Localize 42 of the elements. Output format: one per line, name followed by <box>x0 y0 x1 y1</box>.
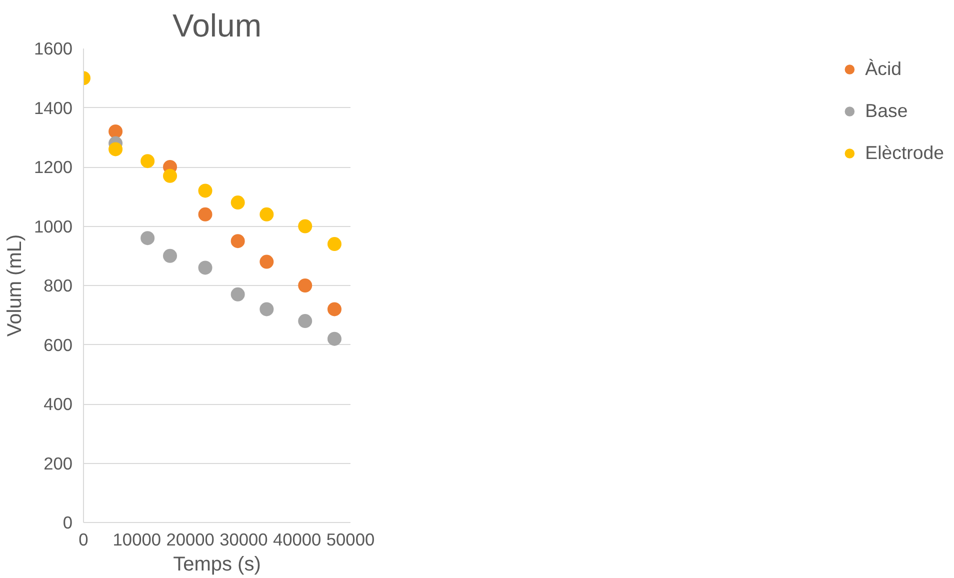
point <box>198 184 212 198</box>
point <box>140 231 155 246</box>
point <box>198 260 212 275</box>
point <box>260 302 274 316</box>
point <box>260 254 274 269</box>
y-tick-label: 400 <box>44 394 73 414</box>
y-tick-label: 1200 <box>34 157 73 177</box>
legend-label: Elèctrode <box>865 142 944 164</box>
y-tick-label: 1400 <box>34 98 73 118</box>
point <box>163 168 178 183</box>
point <box>327 237 342 252</box>
point <box>163 248 178 263</box>
x-tick-label: 30000 <box>220 530 268 550</box>
y-tick-label: 200 <box>44 453 73 474</box>
x-tick-label: 20000 <box>166 530 214 550</box>
point <box>298 219 312 234</box>
point <box>230 234 245 248</box>
x-axis-title: Temps (s) <box>173 554 261 576</box>
legend-label: Base <box>865 100 908 122</box>
y-tick-label: 600 <box>44 334 73 355</box>
x-tick-label: 0 <box>78 530 88 550</box>
point <box>230 196 245 210</box>
point <box>140 154 155 168</box>
x-tick-label: 50000 <box>326 530 375 550</box>
y-tick-label: 1600 <box>34 38 73 58</box>
chart-title: Volum <box>172 8 262 44</box>
x-tick-label: 10000 <box>112 530 161 550</box>
y-tick-label: 0 <box>62 512 73 532</box>
y-tick-label: 800 <box>44 276 73 296</box>
legend-label: Àcid <box>865 58 902 80</box>
point <box>260 207 274 222</box>
y-tick-label: 1000 <box>34 216 73 236</box>
point <box>327 332 342 346</box>
point <box>198 207 212 222</box>
point <box>298 278 312 292</box>
y-axis-title: Volum (mL) <box>4 234 26 337</box>
point <box>230 287 245 302</box>
point <box>108 142 123 156</box>
point <box>327 302 342 316</box>
point <box>298 314 312 328</box>
point <box>108 124 123 138</box>
x-tick-label: 40000 <box>273 530 322 550</box>
